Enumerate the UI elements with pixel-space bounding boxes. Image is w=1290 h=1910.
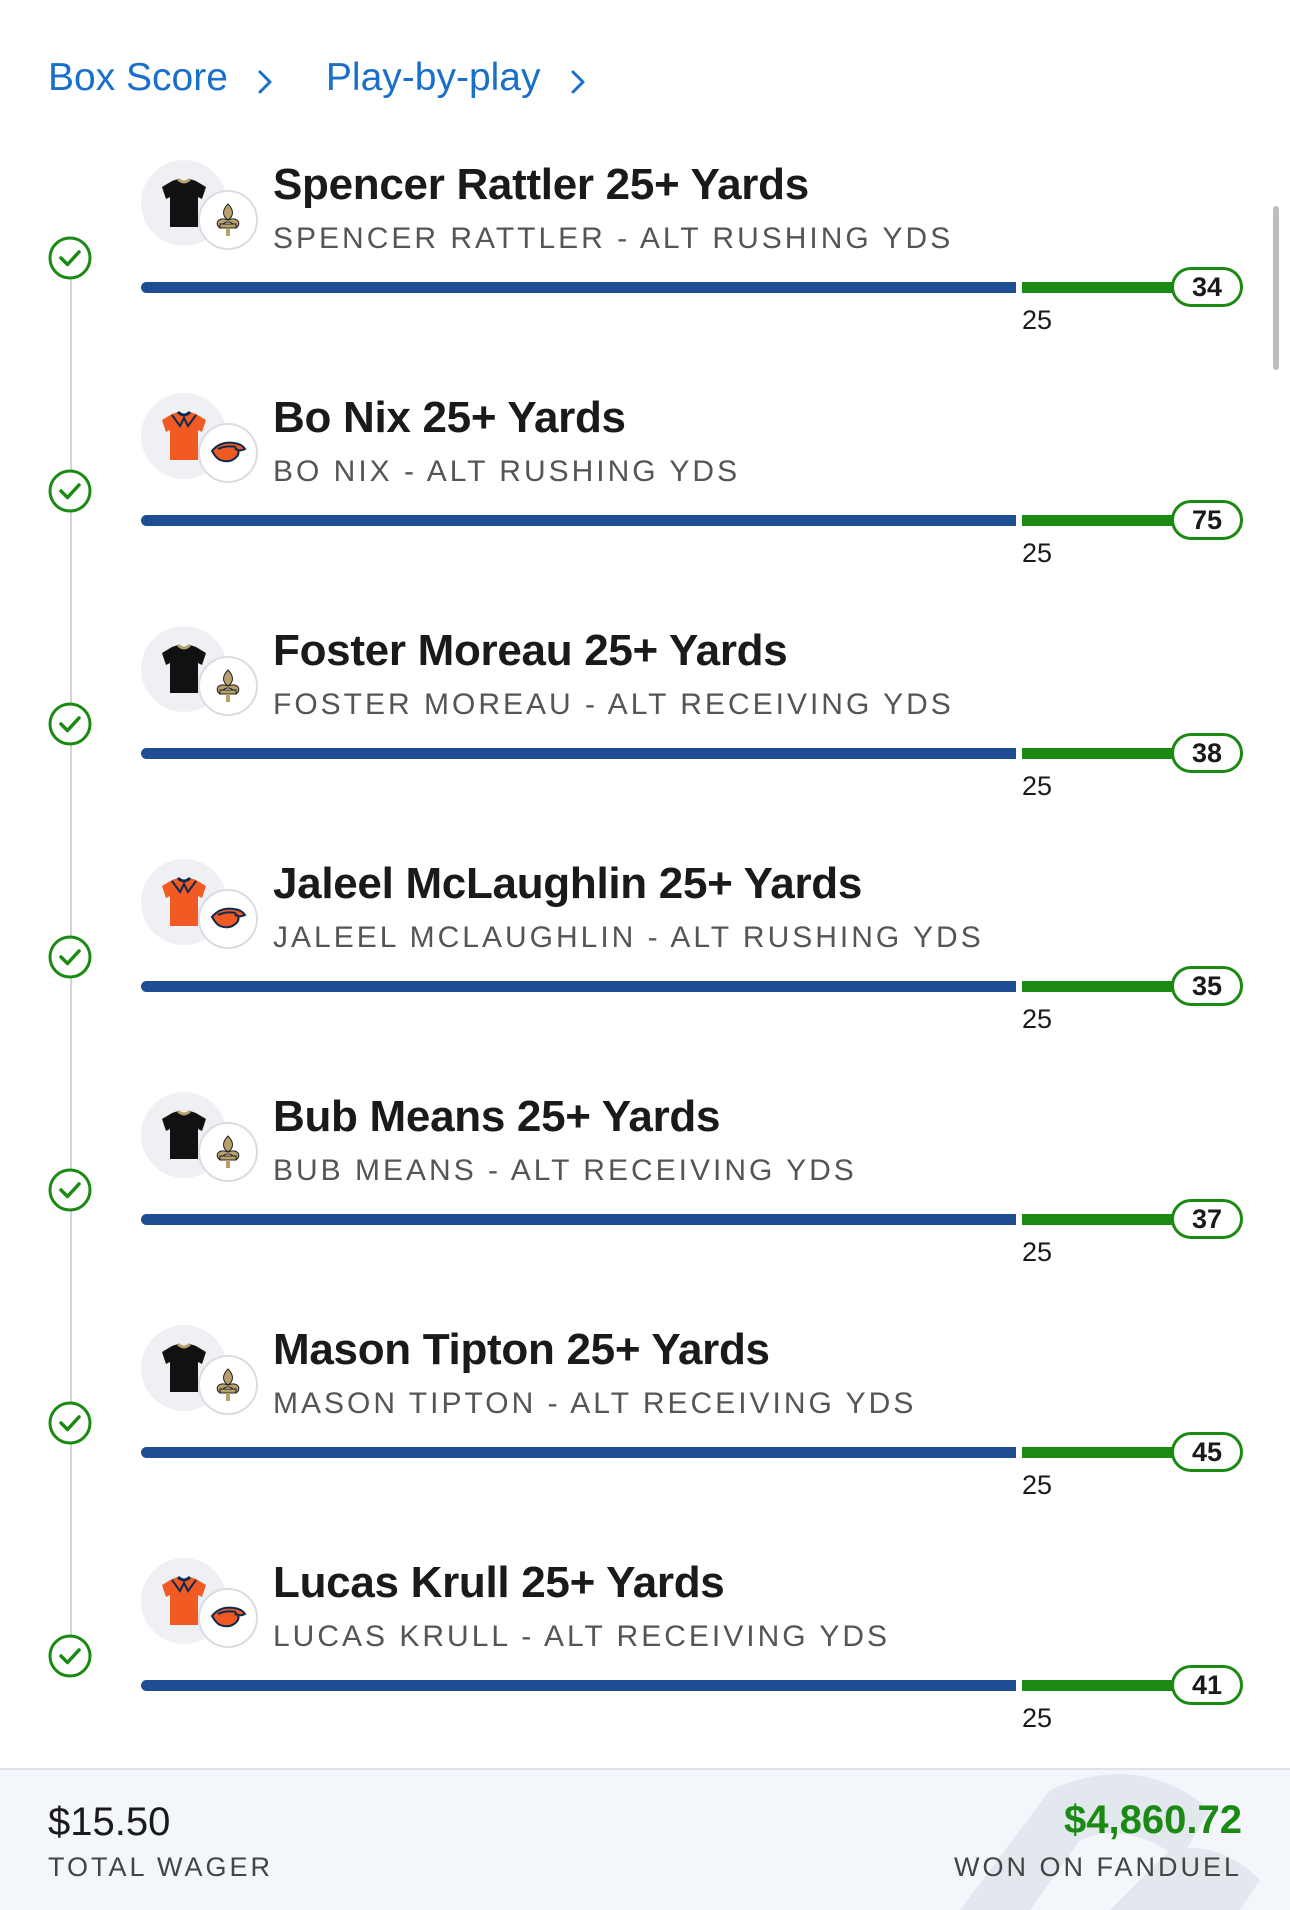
threshold-label: 25 [1022,1237,1053,1267]
bronco-logo-icon [198,1588,258,1648]
player-avatar [141,1092,261,1192]
checkmark-circle-icon [47,1633,93,1679]
checkmark-circle-icon [47,468,93,514]
progress-bar-over [1022,1447,1182,1458]
leg-title: Jaleel McLaughlin 25+ Yards [273,859,863,908]
player-avatar [141,1325,261,1425]
chevron-right-icon [250,63,280,94]
fleur-de-lis-icon [198,1122,258,1182]
leg-subtitle: FOSTER MOREAU - ALT RECEIVING YDS [273,688,954,721]
bet-leg[interactable]: Bo Nix 25+ Yards BO NIX - ALT RUSHING YDS… [0,393,1290,626]
actual-value-badge: 75 [1171,500,1243,540]
won-label: WON ON FANDUEL [953,1852,1242,1882]
checkmark-circle-icon [47,235,93,281]
player-avatar [141,160,261,260]
black-jersey-icon [141,160,227,246]
checkmark-circle-icon [47,701,93,747]
leg-title: Foster Moreau 25+ Yards [273,626,788,675]
leg-subtitle: LUCAS KRULL - ALT RECEIVING YDS [273,1620,891,1653]
bronco-logo-icon [198,889,258,949]
player-avatar [141,626,261,726]
bet-leg[interactable]: Mason Tipton 25+ Yards MASON TIPTON - ALT… [0,1325,1290,1558]
threshold-label: 25 [1022,771,1053,801]
bet-leg[interactable]: Bub Means 25+ Yards BUB MEANS - ALT RECEI… [0,1092,1290,1325]
play-by-play-link[interactable]: Play-by-play [326,56,593,100]
leg-subtitle: JALEEL MCLAUGHLIN - ALT RUSHING YDS [273,921,984,954]
threshold-label: 25 [1022,305,1053,335]
won-amount: $4,860.72 [1064,1798,1242,1842]
threshold-label: 25 [1022,1703,1053,1733]
orange-jersey-icon [141,859,227,945]
progress-bar-over [1022,748,1182,759]
progress-bar [141,748,1016,759]
actual-value-badge: 37 [1171,1199,1243,1239]
top-nav: Box Score Play-by-play [48,48,639,108]
progress-bar [141,1214,1016,1225]
leg-title: Bo Nix 25+ Yards [273,393,626,442]
scrollbar[interactable] [1273,206,1279,370]
player-avatar [141,393,261,493]
fleur-de-lis-icon [198,190,258,250]
leg-subtitle: BUB MEANS - ALT RECEIVING YDS [273,1154,857,1187]
box-score-link[interactable]: Box Score [48,56,280,100]
total-wager-amount: $15.50 [48,1800,171,1844]
progress-bar [141,282,1016,293]
actual-value-badge: 45 [1171,1432,1243,1472]
actual-value-badge: 38 [1171,733,1243,773]
progress-bar-over [1022,981,1182,992]
leg-title: Lucas Krull 25+ Yards [273,1558,725,1607]
leg-subtitle: MASON TIPTON - ALT RECEIVING YDS [273,1387,917,1420]
player-avatar [141,859,261,959]
leg-subtitle: SPENCER RATTLER - ALT RUSHING YDS [273,222,954,255]
checkmark-circle-icon [47,934,93,980]
bet-leg[interactable]: Foster Moreau 25+ Yards FOSTER MOREAU - A… [0,626,1290,859]
threshold-label: 25 [1022,538,1053,568]
checkmark-circle-icon [47,1400,93,1446]
threshold-label: 25 [1022,1470,1053,1500]
fleur-de-lis-icon [198,1355,258,1415]
wager-footer: $15.50 TOTAL WAGER $4,860.72 WON ON FAND… [0,1768,1290,1910]
bronco-logo-icon [198,423,258,483]
progress-bar-over [1022,1214,1182,1225]
progress-bar [141,981,1016,992]
actual-value-badge: 35 [1171,966,1243,1006]
leg-title: Spencer Rattler 25+ Yards [273,160,809,209]
leg-title: Bub Means 25+ Yards [273,1092,721,1141]
play-by-play-label: Play-by-play [325,56,541,99]
leg-subtitle: BO NIX - ALT RUSHING YDS [273,455,741,488]
bet-leg[interactable]: Lucas Krull 25+ Yards LUCAS KRULL - ALT R… [0,1558,1290,1791]
actual-value-badge: 41 [1171,1665,1243,1705]
progress-bar-over [1022,1680,1182,1691]
progress-bar-over [1022,515,1182,526]
bet-leg[interactable]: Spencer Rattler 25+ Yards SPENCER RATTLER… [0,160,1290,393]
player-avatar [141,1558,261,1658]
fanduel-watermark-icon [960,1774,1260,1910]
total-wager-label: TOTAL WAGER [48,1852,274,1882]
checkmark-circle-icon [47,1167,93,1213]
fleur-de-lis-icon [198,656,258,716]
actual-value-badge: 34 [1171,267,1243,307]
box-score-label: Box Score [48,56,228,99]
progress-bar [141,515,1016,526]
threshold-label: 25 [1022,1004,1053,1034]
bet-leg[interactable]: Jaleel McLaughlin 25+ Yards JALEEL MCLAUG… [0,859,1290,1092]
progress-bar-over [1022,282,1182,293]
progress-bar [141,1447,1016,1458]
chevron-right-icon [563,63,593,94]
leg-title: Mason Tipton 25+ Yards [273,1325,770,1374]
progress-bar [141,1680,1016,1691]
